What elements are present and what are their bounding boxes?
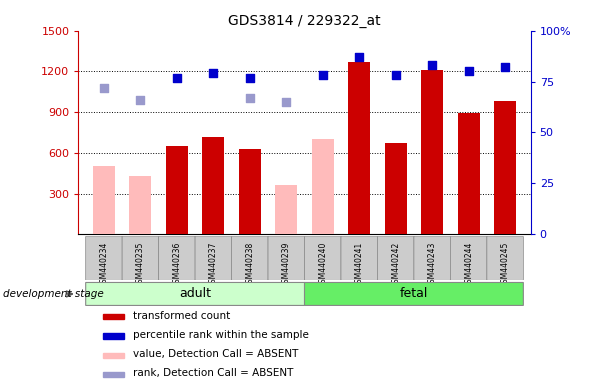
Point: [464, 68, 473, 74]
Text: GSM440245: GSM440245: [500, 242, 510, 288]
Bar: [166, 146, 188, 234]
Text: GSM440235: GSM440235: [136, 242, 145, 288]
Text: GSM440237: GSM440237: [209, 242, 218, 288]
Text: adult: adult: [179, 288, 211, 300]
Bar: [103, 353, 124, 358]
Point: [391, 73, 400, 79]
FancyBboxPatch shape: [86, 283, 305, 305]
FancyBboxPatch shape: [232, 236, 268, 280]
Point: [99, 84, 109, 91]
Bar: [349, 62, 370, 234]
Point: [500, 64, 510, 70]
Point: [245, 95, 254, 101]
Point: [172, 74, 182, 81]
Point: [136, 97, 145, 103]
Point: [209, 70, 218, 76]
Title: GDS3814 / 229322_at: GDS3814 / 229322_at: [228, 14, 381, 28]
FancyBboxPatch shape: [450, 236, 487, 280]
Text: transformed count: transformed count: [133, 311, 230, 321]
FancyBboxPatch shape: [305, 236, 341, 280]
FancyBboxPatch shape: [86, 236, 122, 280]
Text: GSM440238: GSM440238: [245, 242, 254, 288]
Text: GSM440243: GSM440243: [428, 242, 437, 288]
Bar: [103, 314, 124, 319]
FancyBboxPatch shape: [377, 236, 414, 280]
Point: [245, 74, 254, 81]
Point: [282, 99, 291, 105]
Text: value, Detection Call = ABSENT: value, Detection Call = ABSENT: [133, 349, 298, 359]
FancyBboxPatch shape: [414, 236, 450, 280]
Bar: [421, 70, 443, 234]
FancyBboxPatch shape: [487, 236, 523, 280]
Bar: [239, 149, 260, 234]
Point: [318, 73, 327, 79]
FancyBboxPatch shape: [122, 236, 159, 280]
Text: rank, Detection Call = ABSENT: rank, Detection Call = ABSENT: [133, 368, 293, 378]
Bar: [276, 185, 297, 234]
Text: development stage: development stage: [3, 289, 104, 299]
Bar: [458, 114, 479, 234]
Text: fetal: fetal: [400, 288, 428, 300]
Text: GSM440242: GSM440242: [391, 242, 400, 288]
Text: GSM440239: GSM440239: [282, 242, 291, 288]
Bar: [93, 166, 115, 234]
Bar: [103, 372, 124, 377]
Text: GSM440240: GSM440240: [318, 242, 327, 288]
FancyBboxPatch shape: [341, 236, 377, 280]
Point: [355, 54, 364, 60]
Point: [428, 62, 437, 68]
FancyBboxPatch shape: [268, 236, 305, 280]
Text: GSM440236: GSM440236: [172, 242, 182, 288]
Bar: [103, 333, 124, 339]
Text: GSM440244: GSM440244: [464, 242, 473, 288]
Bar: [494, 101, 516, 234]
FancyBboxPatch shape: [159, 236, 195, 280]
FancyBboxPatch shape: [305, 283, 523, 305]
Text: percentile rank within the sample: percentile rank within the sample: [133, 330, 309, 340]
Text: GSM440241: GSM440241: [355, 242, 364, 288]
Bar: [203, 137, 224, 234]
FancyBboxPatch shape: [195, 236, 232, 280]
Bar: [130, 176, 151, 234]
Bar: [385, 143, 406, 234]
Text: GSM440234: GSM440234: [99, 242, 109, 288]
Bar: [312, 139, 333, 234]
